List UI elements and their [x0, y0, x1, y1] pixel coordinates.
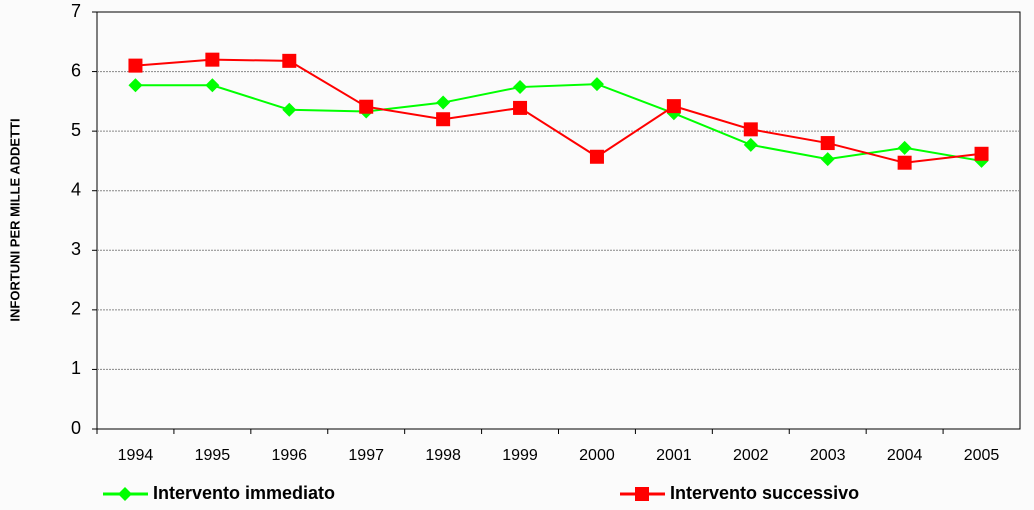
- x-tick-label: 1997: [348, 447, 384, 464]
- point: [897, 155, 912, 170]
- y-tick-label: 6: [71, 60, 81, 80]
- point: [436, 95, 451, 110]
- x-tick-label: 1994: [118, 447, 154, 464]
- legend-label: Intervento successivo: [670, 483, 859, 503]
- x-tick-label: 1995: [195, 447, 231, 464]
- x-tick-label: 2003: [810, 447, 846, 464]
- x-tick-label: 2000: [579, 447, 615, 464]
- y-tick-label: 0: [71, 418, 81, 438]
- point: [436, 112, 451, 127]
- x-tick-label: 2002: [733, 447, 769, 464]
- point: [743, 137, 758, 152]
- point: [282, 102, 297, 117]
- point: [589, 149, 604, 164]
- series-line: [135, 83, 982, 162]
- x-tick-label: 1998: [425, 447, 461, 464]
- x-tick-label: 2001: [656, 447, 692, 464]
- legend-marker: [635, 487, 649, 501]
- y-tick-label: 7: [71, 1, 81, 21]
- x-tick-label: 1996: [271, 447, 307, 464]
- x-tick-label: 2004: [887, 447, 923, 464]
- point: [513, 80, 528, 95]
- x-tick-label: 2005: [964, 447, 1000, 464]
- point: [666, 99, 681, 114]
- point: [205, 78, 220, 93]
- y-axis-title: INFORTUNI PER MILLE ADDETTI: [7, 118, 22, 321]
- y-tick-label: 1: [71, 358, 81, 378]
- y-tick-label: 3: [71, 239, 81, 259]
- point: [282, 53, 297, 68]
- point: [974, 146, 989, 161]
- series-line: [135, 58, 982, 164]
- point: [205, 52, 220, 67]
- point: [820, 136, 835, 151]
- point: [359, 99, 374, 114]
- point: [589, 77, 604, 92]
- point: [897, 140, 912, 155]
- legend-label: Intervento immediato: [153, 483, 335, 503]
- point: [513, 100, 528, 115]
- y-tick-label: 4: [71, 179, 81, 199]
- point: [128, 58, 143, 73]
- point: [743, 122, 758, 137]
- x-tick-label: 1999: [502, 447, 538, 464]
- point: [128, 78, 143, 93]
- y-tick-label: 5: [71, 120, 81, 140]
- legend-marker: [118, 487, 132, 501]
- point: [820, 152, 835, 167]
- y-tick-label: 2: [71, 299, 81, 319]
